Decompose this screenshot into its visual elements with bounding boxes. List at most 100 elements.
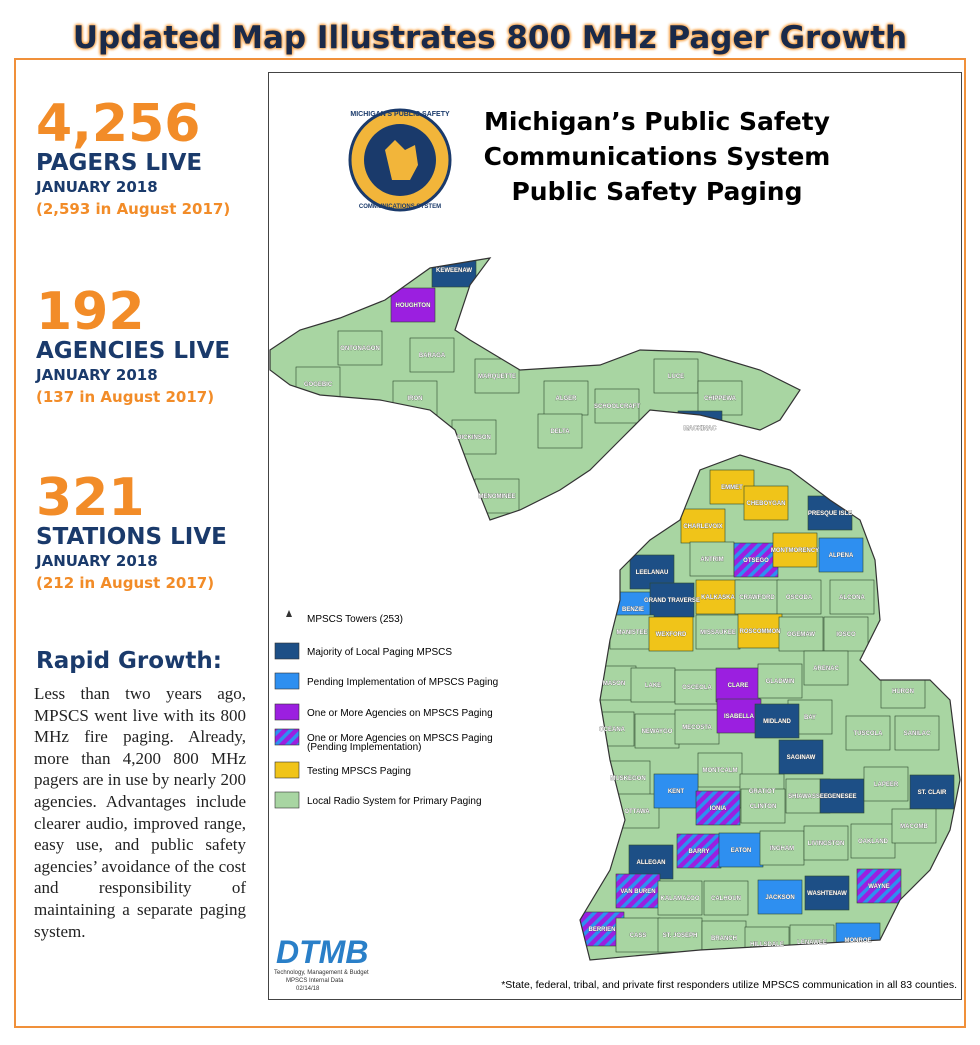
legend-label: Pending Implementation of MPSCS Paging: [307, 677, 498, 688]
county-label: HOUGHTON: [396, 303, 431, 309]
county-label: SHIAWASSEE: [788, 794, 828, 800]
county: [674, 669, 720, 705]
legend-label: MPSCS Towers (253): [307, 614, 403, 625]
stat-date: JANUARY 2018: [36, 178, 158, 196]
county-label: TUSCOLA: [854, 731, 884, 737]
legend-label: (Pending Implementation): [307, 742, 422, 753]
legend-swatch: [274, 791, 300, 809]
county: [390, 287, 436, 323]
county-label: KALAMAZOO: [661, 896, 700, 902]
county: [657, 880, 703, 916]
county: [695, 614, 741, 650]
county-label: OSCODA: [786, 595, 813, 601]
county-label: MASON: [603, 681, 625, 687]
legend-label: One or More Agencies on MPSCS Paging: [307, 733, 493, 744]
county-label: CLARE: [728, 683, 749, 689]
county-label: ALCONA: [839, 595, 865, 601]
county: [695, 790, 741, 826]
county-label: MONTCALM: [703, 768, 738, 774]
county-label: DELTA: [550, 429, 570, 435]
county: [609, 614, 655, 650]
county-label: GRAND TRAVERSE: [644, 598, 700, 604]
county-label: NEWAYGO: [642, 729, 673, 735]
stat-comparison: (137 in August 2017): [36, 388, 215, 406]
county-label: MIDLAND: [763, 719, 791, 725]
county: [674, 709, 720, 745]
legend-swatch: [274, 703, 300, 721]
county-label: BENZIE: [622, 607, 644, 613]
county: [894, 715, 940, 751]
stat-number: 192: [36, 282, 145, 342]
logo-text: Technology, Management & Budget: [274, 970, 369, 976]
county-label: BARAGA: [419, 353, 446, 359]
county: [337, 330, 383, 366]
county-label: CASS: [630, 933, 647, 939]
county-label: SAGINAW: [787, 755, 816, 761]
county-label: MENOMINEE: [478, 494, 515, 500]
county: [718, 832, 764, 868]
county-label: EATON: [731, 848, 751, 854]
footnote: *State, federal, tribal, and private fir…: [501, 979, 957, 991]
county-label: MISSAUKEE: [700, 630, 736, 636]
county-label: MUSKEGON: [610, 776, 645, 782]
county-label: KEWEENAW: [436, 268, 472, 274]
county-label: OSCEOLA: [682, 685, 712, 691]
county: [778, 616, 824, 652]
county-label: SCHOOLCRAFT: [594, 404, 640, 410]
county-label: VAN BUREN: [620, 889, 655, 895]
legend-label: Local Radio System for Primary Paging: [307, 796, 482, 807]
county-label: LAKE: [645, 683, 661, 689]
county-label: GOGEBIC: [304, 382, 333, 388]
county-label: WASHTENAW: [807, 891, 847, 897]
county-label: HILLSDALE: [750, 942, 784, 948]
county: [909, 774, 955, 810]
stat-number: 321: [36, 468, 145, 528]
county-label: ARENAC: [813, 666, 839, 672]
county-label: IOSCO: [836, 632, 856, 638]
seal-text: COMMUNICATIONS SYSTEM: [359, 204, 441, 210]
county-label: OGEMAW: [787, 632, 815, 638]
county: [823, 616, 869, 652]
county: [676, 833, 722, 869]
county-label: CHARLEVOIX: [683, 524, 722, 530]
county-label: LAPEER: [874, 782, 899, 788]
legend-label: Majority of Local Paging MPSCS: [307, 647, 452, 658]
page-title: Updated Map Illustrates 800 MHz Pager Gr…: [72, 20, 908, 56]
county-label: BARRY: [688, 849, 709, 855]
county-label: ISABELLA: [724, 714, 755, 720]
county: [543, 380, 589, 416]
county: [754, 703, 800, 739]
legend-swatch: [274, 642, 300, 660]
map-title: Michigan’s Public Safety: [484, 107, 830, 136]
county: [689, 541, 735, 577]
county: [409, 337, 455, 373]
county: [818, 537, 864, 573]
article-heading: Rapid Growth:: [36, 648, 222, 674]
county-label: ST. CLAIR: [918, 790, 947, 796]
county: [680, 508, 726, 544]
county: [695, 579, 741, 615]
county: [778, 739, 824, 775]
legend-label: Testing MPSCS Paging: [307, 766, 411, 777]
county: [615, 873, 661, 909]
county-label: HURON: [892, 689, 914, 695]
county-label: INGHAM: [770, 846, 794, 852]
county-label: OTTAWA: [624, 809, 650, 815]
county-label: ONTONAGON: [340, 346, 380, 352]
county: [804, 875, 850, 911]
county-label: KALKASKA: [701, 595, 735, 601]
county-label: ST. JOSEPH: [663, 933, 698, 939]
seal-text: MICHIGAN'S PUBLIC SAFETY: [350, 111, 450, 118]
county: [863, 766, 909, 802]
county-label: ANTRIM: [700, 557, 723, 563]
county-label: MANISTEE: [616, 630, 647, 636]
stat-label: STATIONS LIVE: [36, 524, 227, 550]
county-label: IONIA: [710, 806, 727, 812]
county-label: ALPENA: [829, 553, 854, 559]
county-label: CHIPPEWA: [704, 396, 737, 402]
county-label: JACKSON: [765, 895, 794, 901]
county-label: MACKINAC: [684, 426, 717, 432]
map-panel: KEWEENAW HOUGHTON ONTONAGON BARAGA GOGEBIC MA…: [268, 72, 962, 1000]
county-label: CLINTON: [750, 804, 777, 810]
county-label: KENT: [668, 789, 685, 795]
